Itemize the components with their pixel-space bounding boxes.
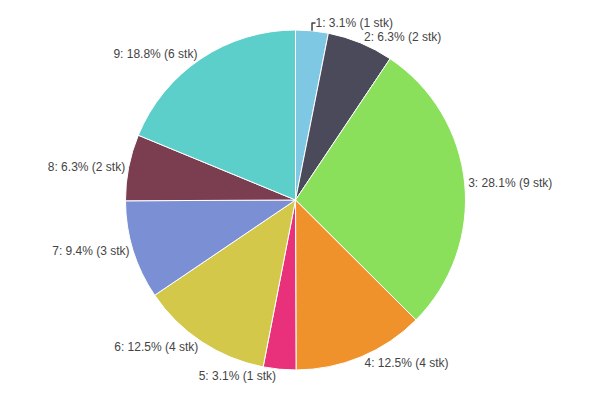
svg-text:4: 12.5% (4 stk): 4: 12.5% (4 stk): [364, 356, 448, 370]
svg-text:3: 28.1% (9 stk): 3: 28.1% (9 stk): [468, 176, 552, 190]
svg-text:9: 18.8% (6 stk): 9: 18.8% (6 stk): [113, 47, 197, 61]
svg-text:1: 3.1% (1 stk): 1: 3.1% (1 stk): [316, 16, 393, 30]
svg-text:2: 6.3% (2 stk): 2: 6.3% (2 stk): [364, 30, 441, 44]
svg-text:5: 3.1% (1 stk): 5: 3.1% (1 stk): [199, 369, 276, 383]
svg-text:6: 12.5% (4 stk): 6: 12.5% (4 stk): [114, 340, 198, 354]
svg-text:7: 9.4% (3 stk): 7: 9.4% (3 stk): [52, 244, 129, 258]
svg-text:8: 6.3% (2 stk): 8: 6.3% (2 stk): [48, 160, 125, 174]
